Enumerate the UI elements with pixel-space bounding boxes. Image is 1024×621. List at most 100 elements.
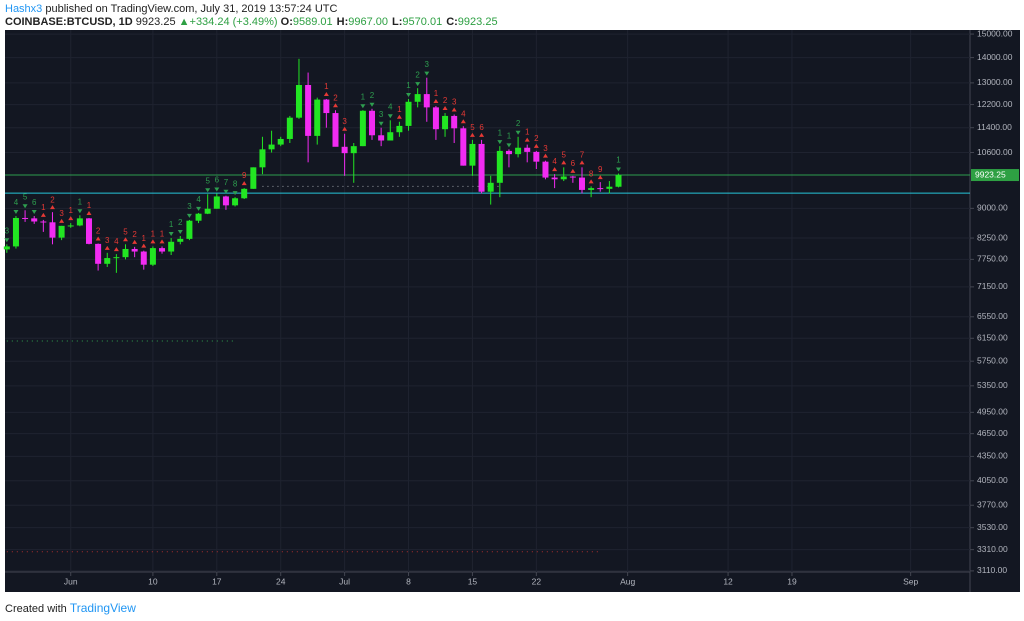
buy-marker: [168, 232, 174, 237]
ohlc-value: 9589.01: [292, 16, 333, 28]
buy-marker: [387, 114, 393, 119]
buy-marker: [31, 210, 37, 215]
buy-count: 2: [370, 91, 375, 100]
buy-marker: [196, 206, 202, 211]
ohlc-value: 9923.25: [457, 16, 498, 28]
candle-body: [606, 186, 613, 189]
ohlc-value: 9570.01: [402, 16, 443, 28]
sell-count: 4: [114, 237, 119, 246]
sell-count: 1: [434, 89, 439, 98]
sell-marker: [342, 126, 348, 131]
published: published on TradingView.com, July 31, 2…: [42, 3, 338, 15]
footer-brand[interactable]: TradingView: [69, 601, 136, 615]
sell-marker: [40, 212, 46, 217]
buy-count: 1: [169, 220, 174, 229]
buy-count: 2: [516, 119, 521, 128]
sell-count: 5: [562, 150, 567, 159]
arrow: ▲: [178, 16, 190, 28]
candle-body: [405, 101, 412, 126]
sell-marker: [113, 247, 119, 252]
x-tick-label: Jul: [339, 576, 350, 586]
sell-count: 9: [242, 171, 247, 180]
sell-marker: [552, 167, 558, 172]
buy-count: 8: [233, 179, 238, 188]
sell-count: 2: [96, 227, 101, 236]
last-price-label: 9923.25: [975, 169, 1006, 179]
candle-body: [22, 217, 29, 219]
sell-count: 1: [142, 234, 147, 243]
candle-body: [140, 251, 147, 265]
buy-count: 1: [498, 128, 503, 137]
publish-line: Hashx3 published on TradingView.com, Jul…: [5, 3, 337, 15]
buy-count: 1: [361, 92, 366, 101]
buy-count: 6: [32, 198, 37, 207]
buy-marker: [506, 143, 512, 148]
sell-marker: [542, 153, 548, 158]
sell-count: 1: [69, 206, 74, 215]
sell-marker: [123, 237, 129, 242]
buy-marker: [4, 238, 10, 243]
sell-count: 2: [132, 230, 137, 239]
buy-marker: [186, 213, 192, 218]
ohlc-key: H:: [336, 16, 349, 28]
x-tick-label: Jun: [64, 576, 78, 586]
candle-body: [578, 177, 585, 190]
x-tick-label: 15: [468, 576, 478, 586]
candle-body: [460, 128, 467, 166]
buy-count: 1: [406, 81, 411, 90]
sell-count: 6: [479, 123, 484, 132]
candle-body: [159, 248, 166, 252]
y-tick-label: 15000.00: [977, 28, 1013, 38]
buy-count: 1: [507, 131, 512, 140]
candle-body: [268, 144, 275, 150]
sell-marker: [104, 245, 110, 250]
candle-body: [487, 182, 494, 192]
x-tick-label: 19: [787, 576, 797, 586]
candle-body: [323, 99, 330, 114]
buy-marker: [77, 209, 83, 214]
candle-body: [505, 150, 512, 155]
candle-body: [204, 208, 211, 214]
candle-body: [442, 115, 449, 130]
sell-count: 1: [151, 230, 156, 239]
buy-marker: [205, 188, 211, 193]
sell-marker: [59, 218, 65, 223]
candle-body: [40, 221, 47, 223]
candle-body: [515, 147, 522, 155]
sell-marker: [159, 239, 165, 244]
candle-body: [85, 218, 92, 244]
buy-marker: [360, 104, 366, 109]
buy-marker: [214, 187, 220, 192]
sell-marker: [561, 160, 567, 165]
sell-marker: [49, 205, 55, 210]
sell-count: 3: [342, 117, 347, 126]
buy-marker: [22, 204, 28, 209]
sell-count: 8: [589, 169, 594, 178]
candle-body: [387, 132, 394, 141]
sell-count: 2: [534, 134, 539, 143]
buy-marker: [232, 191, 238, 196]
y-tick-label: 4050.00: [977, 475, 1008, 485]
x-tick-label: 17: [212, 576, 222, 586]
candle-body: [496, 150, 503, 183]
candle-body: [177, 238, 184, 242]
x-tick-label: 24: [276, 576, 286, 586]
y-tick-label: 3770.00: [977, 499, 1008, 509]
y-tick-label: 9000.00: [977, 203, 1008, 213]
sell-marker: [323, 92, 329, 97]
candle-body: [350, 146, 357, 154]
candle-body: [122, 248, 129, 258]
chart: 15000.00 14000.00 13000.00 12200.00 11400.00…: [3, 28, 1020, 592]
y-tick-label: 3310.00: [977, 544, 1008, 554]
candle-body: [615, 175, 622, 187]
author[interactable]: Hashx3: [5, 3, 43, 15]
y-tick-label: 10600.00: [977, 147, 1013, 157]
sell-count: 1: [525, 128, 530, 137]
ohlc-key: L:: [392, 16, 403, 28]
buy-count: 1: [78, 197, 83, 206]
candle-body: [286, 117, 293, 139]
sell-marker: [141, 243, 147, 248]
candle-body: [250, 167, 257, 189]
buy-marker: [369, 102, 375, 107]
sell-marker: [95, 236, 101, 241]
